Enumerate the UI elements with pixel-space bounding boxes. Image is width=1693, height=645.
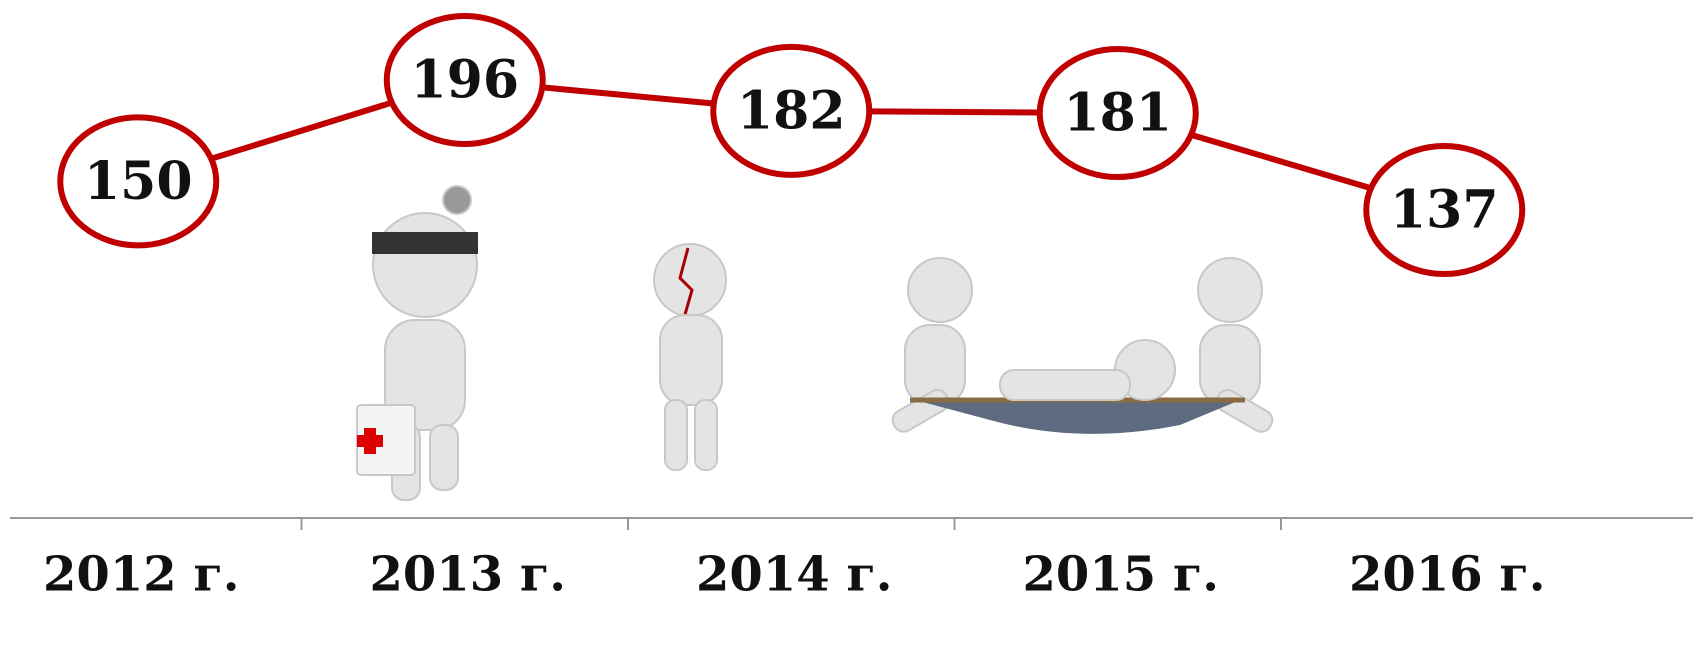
stretcher	[915, 400, 1240, 434]
person-body	[660, 315, 722, 405]
x-tick-label: 2013 г.	[370, 547, 566, 603]
person-head	[654, 244, 726, 316]
person-leg	[665, 400, 687, 470]
doctor-mirror	[443, 186, 471, 214]
data-label: 196	[410, 50, 519, 111]
doctor-head	[373, 213, 477, 317]
illustrations	[357, 186, 1276, 500]
data-label: 137	[1390, 180, 1499, 241]
data-label: 182	[737, 80, 846, 141]
chart: 2012 г. 2013 г. 2014 г. 2015 г. 2016 г. 150 19…	[0, 0, 1693, 645]
doctor-headband	[372, 232, 478, 254]
data-label: 150	[84, 151, 193, 212]
x-tick-label: 2015 г.	[1023, 547, 1219, 603]
x-tick-label: 2014 г.	[696, 547, 892, 603]
data-label: 181	[1063, 83, 1172, 144]
kit-cross	[357, 435, 383, 447]
carrier-head	[908, 258, 972, 322]
carrier-head	[1198, 258, 1262, 322]
patient-body	[1000, 370, 1130, 400]
doctor-leg	[430, 425, 458, 490]
x-tick-label: 2012 г.	[43, 547, 239, 603]
person-leg	[695, 400, 717, 470]
x-tick-label: 2016 г.	[1349, 547, 1545, 603]
